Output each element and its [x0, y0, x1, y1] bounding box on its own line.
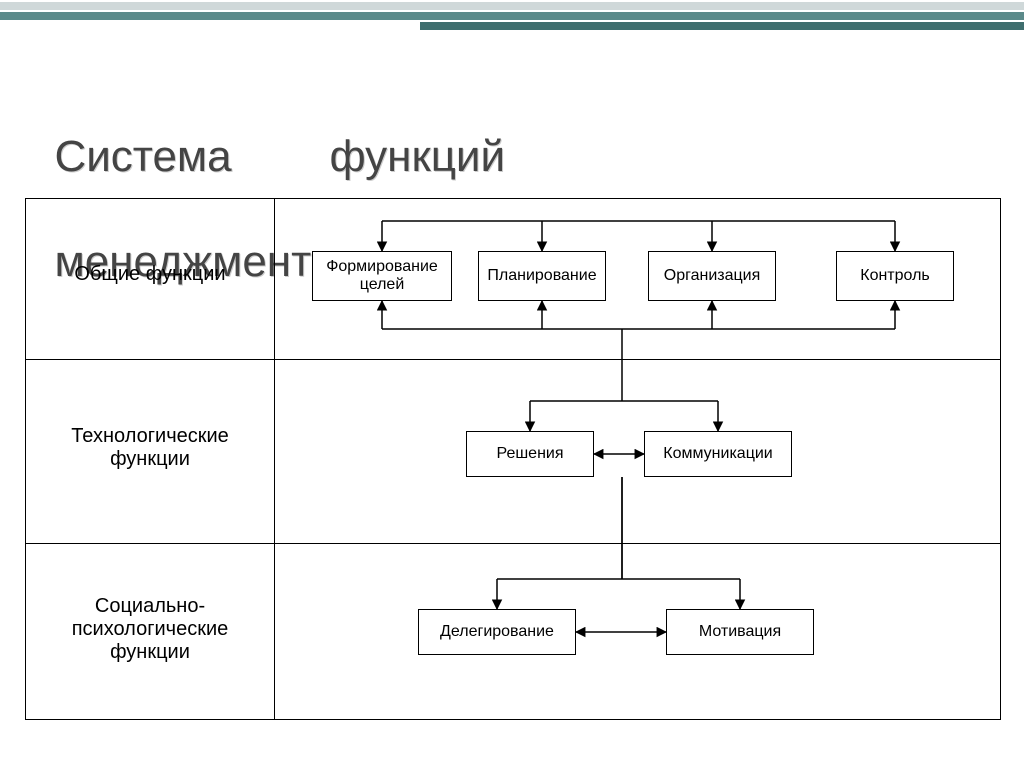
node-formation-goals: Формирование целей — [312, 251, 452, 301]
title-line-1: Система функций — [54, 132, 505, 181]
node-label: Коммуникации — [663, 445, 772, 463]
node-label: Делегирование — [440, 623, 554, 641]
diagram-frame: Общие функции Технологические функции Со… — [25, 198, 1001, 720]
stripe-1 — [0, 2, 1024, 10]
stripe-2 — [0, 12, 1024, 20]
node-label: Планирование — [487, 267, 596, 285]
header-stripes — [0, 0, 1024, 32]
node-delegation: Делегирование — [418, 609, 576, 655]
node-label: Формирование целей — [326, 258, 438, 294]
node-communications: Коммуникации — [644, 431, 792, 477]
node-decisions: Решения — [466, 431, 594, 477]
node-label: Решения — [496, 445, 563, 463]
node-motivation: Мотивация — [666, 609, 814, 655]
node-label: Мотивация — [699, 623, 781, 641]
node-control: Контроль — [836, 251, 954, 301]
node-label: Контроль — [860, 267, 930, 285]
node-organization: Организация — [648, 251, 776, 301]
stripe-3 — [420, 22, 1024, 30]
node-label: Организация — [664, 267, 761, 285]
node-planning: Планирование — [478, 251, 606, 301]
